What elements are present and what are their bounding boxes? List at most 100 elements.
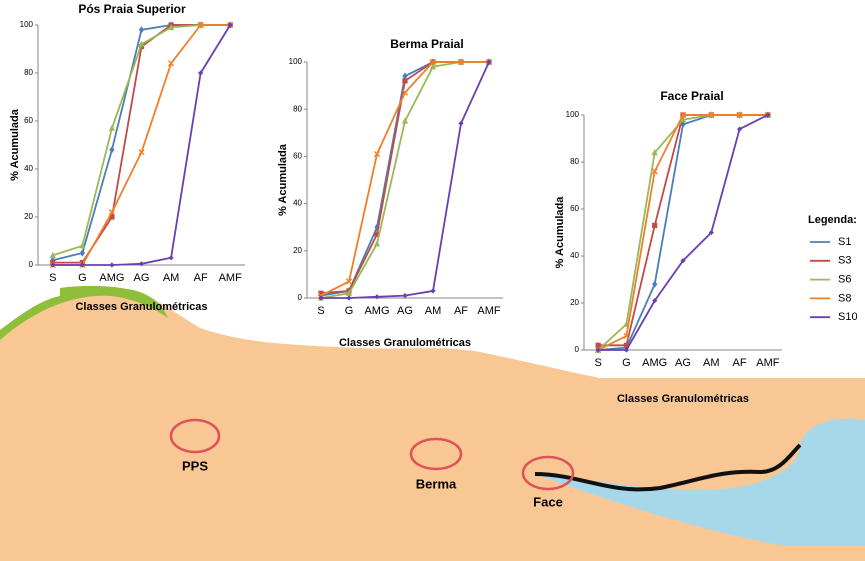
series-line — [320, 61, 489, 295]
series-line — [52, 24, 231, 257]
vegetation — [0, 285, 168, 340]
x-tick-label: AMF — [219, 272, 243, 284]
y-tick-label: 20 — [293, 246, 302, 255]
y-tick-label: 60 — [293, 152, 302, 161]
marker — [79, 249, 85, 257]
y-tick-label: 0 — [29, 260, 34, 269]
beach-profile: PPS Berma Face — [0, 285, 865, 561]
marker — [623, 347, 630, 353]
marker — [108, 124, 116, 131]
chart: Face Praial % Acumulada Classes Granulomét… — [554, 89, 782, 405]
marker — [227, 22, 233, 28]
y-tick-label: 20 — [24, 212, 33, 221]
x-tick-label: G — [622, 357, 631, 369]
x-axis-label: Classes Granulométricas — [339, 337, 471, 349]
marker — [623, 332, 630, 339]
marker — [429, 58, 437, 66]
marker — [457, 58, 465, 66]
x-tick-label: AF — [194, 272, 208, 284]
x-tick-label: AG — [134, 272, 150, 284]
marker — [345, 278, 353, 285]
marker — [346, 295, 352, 301]
x-tick-label: AMG — [642, 357, 667, 369]
series-line — [320, 61, 489, 299]
series-line — [597, 114, 768, 351]
marker — [50, 262, 56, 268]
zone-label: Berma — [416, 476, 457, 491]
marker — [765, 112, 771, 118]
marker — [345, 289, 353, 296]
marker — [109, 214, 115, 220]
marker — [680, 258, 686, 264]
marker — [708, 111, 715, 119]
marker — [651, 168, 658, 175]
legend-label: S10 — [838, 311, 858, 323]
y-tick-label: 20 — [570, 298, 579, 307]
y-axis-label: % Acumulada — [9, 108, 21, 181]
y-tick-label: 80 — [293, 104, 302, 113]
zone-label: Face — [533, 494, 563, 509]
x-tick-label: AM — [163, 272, 180, 284]
marker — [652, 222, 658, 229]
y-tick-label: 80 — [570, 157, 579, 166]
marker — [679, 111, 687, 119]
marker — [374, 231, 380, 237]
y-axis-label: % Acumulada — [277, 143, 289, 216]
marker — [109, 146, 115, 154]
chart: Berma Praial % Acumulada Classes Granulomé… — [277, 37, 503, 349]
legend-label: S8 — [838, 292, 851, 304]
series-line — [320, 61, 489, 297]
y-tick-label: 100 — [566, 110, 580, 119]
x-tick-label: AMG — [99, 272, 124, 284]
marker — [197, 21, 204, 29]
marker — [402, 78, 408, 84]
series-line — [598, 114, 768, 351]
x-tick-label: G — [345, 305, 354, 317]
series-line — [598, 114, 769, 351]
x-tick-label: AF — [733, 357, 747, 369]
y-tick-label: 80 — [24, 68, 33, 77]
x-tick-label: G — [78, 272, 87, 284]
chart-title: Face Praial — [660, 89, 723, 103]
marker — [318, 290, 324, 296]
marker — [401, 89, 409, 96]
marker — [486, 59, 492, 65]
y-tick-label: 60 — [24, 116, 33, 125]
marker — [79, 262, 85, 268]
x-tick-label: AM — [425, 305, 442, 317]
legend-label: S3 — [838, 255, 851, 267]
chart: Pós Praia Superior % Acumulada Classes Gra… — [9, 2, 245, 313]
y-tick-label: 40 — [570, 251, 579, 260]
marker — [167, 60, 175, 67]
marker — [458, 120, 464, 126]
marker — [374, 294, 380, 300]
chart-title: Berma Praial — [390, 37, 463, 51]
circle-berma — [409, 437, 463, 471]
water — [535, 418, 865, 545]
y-tick-label: 100 — [289, 57, 303, 66]
legend-title: Legenda: — [808, 214, 857, 226]
marker — [402, 72, 408, 80]
marker — [623, 342, 630, 348]
marker — [49, 251, 56, 258]
zone-label: PPS — [182, 458, 208, 473]
y-tick-label: 0 — [575, 345, 580, 354]
marker — [652, 280, 658, 288]
marker — [430, 288, 436, 294]
marker — [318, 295, 324, 301]
marker — [429, 63, 437, 70]
series-line — [321, 61, 490, 299]
circle-face — [521, 455, 575, 491]
marker — [401, 117, 409, 124]
marker — [138, 149, 145, 156]
x-tick-label: AG — [675, 357, 691, 369]
y-tick-label: 0 — [298, 293, 303, 302]
series-line — [598, 114, 768, 347]
marker — [373, 150, 381, 158]
series-line — [52, 24, 231, 266]
legend-label: S1 — [838, 236, 851, 248]
marker — [736, 126, 743, 132]
series-line — [52, 24, 231, 266]
marker — [679, 116, 687, 123]
